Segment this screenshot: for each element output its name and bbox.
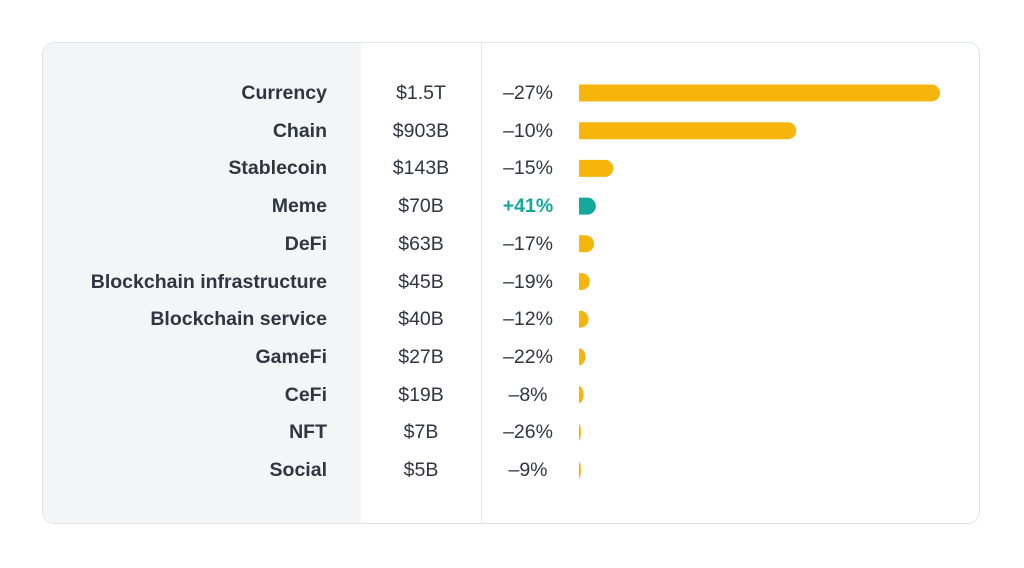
bar-gamefi xyxy=(579,348,585,365)
bar-defi xyxy=(579,235,594,252)
bar-nft xyxy=(579,424,581,441)
bar-chart xyxy=(43,43,979,523)
bar-blockchain-infrastructure xyxy=(579,273,590,290)
bar-stablecoin xyxy=(579,160,613,177)
bar-chain xyxy=(579,122,796,139)
chart-card: Currency $1.5T –27% Chain $903B –10% Stablecoi… xyxy=(42,42,980,524)
bar-blockchain-service xyxy=(579,311,589,328)
bar-cefi xyxy=(579,386,584,403)
bar-meme xyxy=(579,198,596,215)
bar-social xyxy=(579,462,581,479)
bar-currency xyxy=(579,85,940,102)
